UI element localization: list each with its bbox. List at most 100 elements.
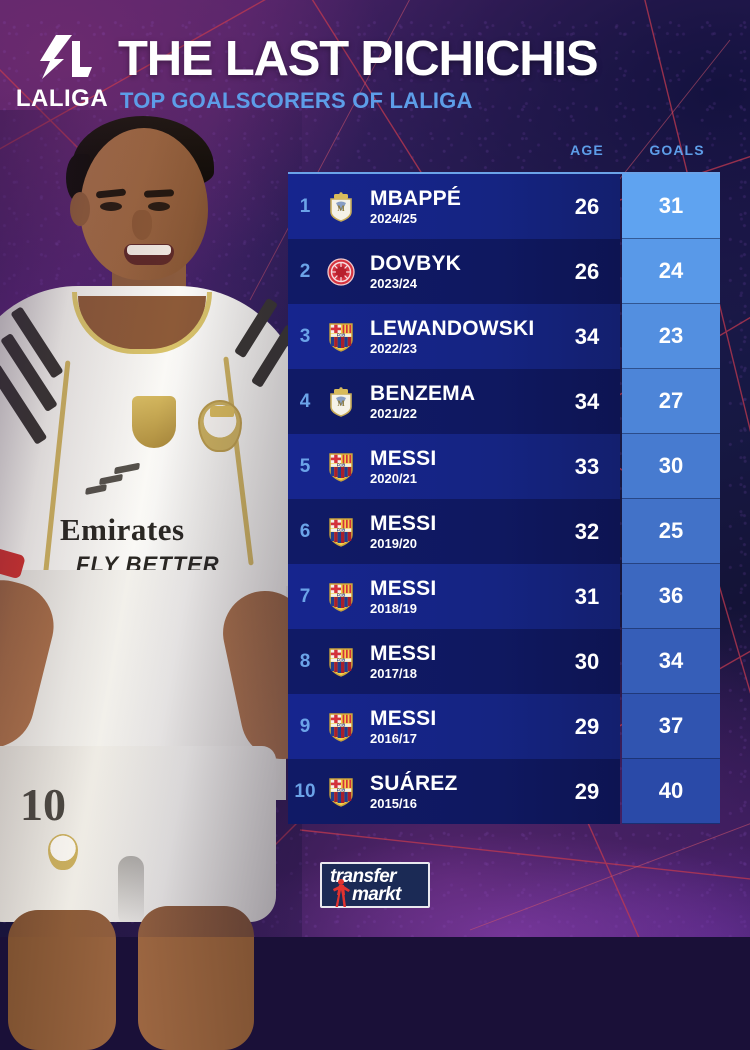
table-header-row: AGE GOALS bbox=[288, 142, 720, 172]
svg-text:M: M bbox=[337, 399, 345, 408]
svg-text:FCB: FCB bbox=[337, 722, 346, 727]
row-rank: 1 bbox=[299, 195, 311, 217]
row-player-name: BENZEMA bbox=[370, 381, 476, 405]
row-season: 2020/21 bbox=[370, 470, 417, 486]
table-row[interactable]: 3 FCB LEWANDOWSKI 2022/23 34 23 bbox=[288, 304, 720, 369]
svg-text:FCB: FCB bbox=[337, 787, 346, 792]
table-row[interactable]: 9 FCB MESSI 2016/17 29 37 bbox=[288, 694, 720, 759]
row-player-name: MESSI bbox=[370, 706, 437, 730]
row-age: 26 bbox=[574, 258, 600, 284]
table-row[interactable]: 4 M BENZEMA 2021/22 34 27 bbox=[288, 369, 720, 434]
player-eye-right bbox=[148, 202, 170, 211]
row-player-section: 4 M BENZEMA 2021/22 bbox=[288, 369, 620, 434]
row-season: 2023/24 bbox=[370, 275, 417, 291]
row-goals: 30 bbox=[622, 434, 720, 499]
row-season: 2016/17 bbox=[370, 730, 417, 746]
row-season: 2024/25 bbox=[370, 210, 417, 226]
jersey-champions-badge bbox=[132, 396, 176, 448]
row-age: 30 bbox=[574, 648, 600, 674]
club-crest-barcelona-icon: FCB bbox=[322, 452, 360, 482]
row-player-section: 7 FCB MESSI 2018/19 bbox=[288, 564, 620, 629]
real-madrid-crest-shorts bbox=[48, 834, 78, 870]
row-goals: 25 bbox=[622, 499, 720, 564]
row-season: 2022/23 bbox=[370, 340, 417, 356]
table-row[interactable]: 1 M MBAPPÉ 2024/25 26 31 bbox=[288, 174, 720, 239]
table-row[interactable]: 10 FCB SUÁREZ 2015/16 29 40 bbox=[288, 759, 720, 824]
row-goals: 37 bbox=[622, 694, 720, 759]
row-season: 2021/22 bbox=[370, 405, 417, 421]
svg-text:FCB: FCB bbox=[337, 527, 346, 532]
header: LALIGA THE LAST PICHICHIS TOP GOALSCORER… bbox=[0, 0, 750, 135]
player-left-leg bbox=[8, 910, 116, 1050]
column-header-age: AGE bbox=[570, 142, 604, 158]
table-row[interactable]: 2 DOVBYK 2023/24 26 24 bbox=[288, 239, 720, 304]
real-madrid-crest-jersey bbox=[198, 400, 242, 452]
row-goals: 31 bbox=[622, 174, 720, 239]
player-shorts bbox=[0, 746, 276, 922]
row-age: 31 bbox=[574, 583, 600, 609]
row-player-section: 2 DOVBYK 2023/24 bbox=[288, 239, 620, 304]
table-row[interactable]: 8 FCB MESSI 2017/18 30 34 bbox=[288, 629, 720, 694]
goalscorers-table: AGE GOALS 1 M MBAPPÉ 2024/25 26 31 2 DOVBYK 2023… bbox=[288, 142, 720, 824]
row-age: 29 bbox=[574, 778, 600, 804]
row-rank: 8 bbox=[299, 650, 311, 672]
row-player-section: 10 FCB SUÁREZ 2015/16 bbox=[288, 759, 620, 824]
row-rank: 3 bbox=[299, 325, 311, 347]
row-goals: 27 bbox=[622, 369, 720, 434]
column-header-goals: GOALS bbox=[649, 142, 705, 158]
row-age: 34 bbox=[574, 388, 600, 414]
page-title: THE LAST PICHICHIS bbox=[118, 32, 599, 86]
row-player-name: DOVBYK bbox=[370, 251, 462, 275]
laliga-lightning-icon bbox=[40, 35, 92, 79]
adidas-logo bbox=[84, 462, 144, 502]
table-row[interactable]: 5 FCB MESSI 2020/21 33 30 bbox=[288, 434, 720, 499]
row-player-name: MBAPPÉ bbox=[370, 186, 462, 210]
club-crest-barcelona-icon: FCB bbox=[322, 322, 360, 352]
emirates-sponsor-text: Emirates bbox=[60, 512, 185, 547]
row-rank: 2 bbox=[299, 260, 311, 282]
shirt-number: 10 bbox=[20, 779, 66, 830]
row-name-block: DOVBYK 2023/24 bbox=[360, 252, 620, 292]
row-name-block: MESSI 2020/21 bbox=[360, 447, 620, 487]
row-rank: 6 bbox=[299, 520, 311, 542]
row-age: 29 bbox=[574, 713, 600, 739]
player-photo: Emirates FLY BETTER 10 bbox=[0, 110, 338, 1050]
row-player-section: 1 M MBAPPÉ 2024/25 bbox=[288, 174, 620, 239]
row-goals: 23 bbox=[622, 304, 720, 369]
row-age: 26 bbox=[574, 193, 600, 219]
club-crest-real-madrid-icon: M bbox=[322, 191, 360, 222]
laliga-wordmark: LALIGA bbox=[15, 85, 109, 112]
transfermarkt-logo-line1: transfer bbox=[330, 866, 397, 887]
club-crest-barcelona-icon: FCB bbox=[322, 582, 360, 612]
svg-text:M: M bbox=[337, 204, 345, 213]
player-ear bbox=[70, 192, 90, 226]
row-name-block: SUÁREZ 2015/16 bbox=[360, 772, 620, 812]
club-crest-real-madrid-icon: M bbox=[322, 386, 360, 417]
row-season: 2019/20 bbox=[370, 535, 417, 551]
club-crest-barcelona-icon: FCB bbox=[322, 777, 360, 807]
row-name-block: MBAPPÉ 2024/25 bbox=[360, 187, 620, 227]
row-rank: 4 bbox=[299, 390, 311, 412]
row-name-block: MESSI 2018/19 bbox=[360, 577, 620, 617]
row-name-block: MESSI 2016/17 bbox=[360, 707, 620, 747]
row-rank: 10 bbox=[294, 780, 316, 802]
club-crest-girona-icon bbox=[322, 257, 360, 286]
row-age: 32 bbox=[574, 518, 600, 544]
row-name-block: MESSI 2017/18 bbox=[360, 642, 620, 682]
row-goals: 34 bbox=[622, 629, 720, 694]
svg-text:FCB: FCB bbox=[337, 657, 346, 662]
player-right-leg bbox=[138, 906, 254, 1050]
transfermarkt-logo[interactable]: transfer markt bbox=[320, 862, 430, 908]
table-row[interactable]: 6 FCB MESSI 2019/20 32 25 bbox=[288, 499, 720, 564]
club-crest-barcelona-icon: FCB bbox=[322, 517, 360, 547]
club-crest-barcelona-icon: FCB bbox=[322, 712, 360, 742]
row-rank: 9 bbox=[299, 715, 311, 737]
row-season: 2015/16 bbox=[370, 795, 417, 811]
shorts-fold bbox=[118, 856, 144, 926]
table-row[interactable]: 7 FCB MESSI 2018/19 31 36 bbox=[288, 564, 720, 629]
row-player-section: 8 FCB MESSI 2017/18 bbox=[288, 629, 620, 694]
row-season: 2017/18 bbox=[370, 665, 417, 681]
row-player-section: 6 FCB MESSI 2019/20 bbox=[288, 499, 620, 564]
row-name-block: LEWANDOWSKI 2022/23 bbox=[360, 317, 620, 357]
svg-text:FCB: FCB bbox=[337, 592, 346, 597]
